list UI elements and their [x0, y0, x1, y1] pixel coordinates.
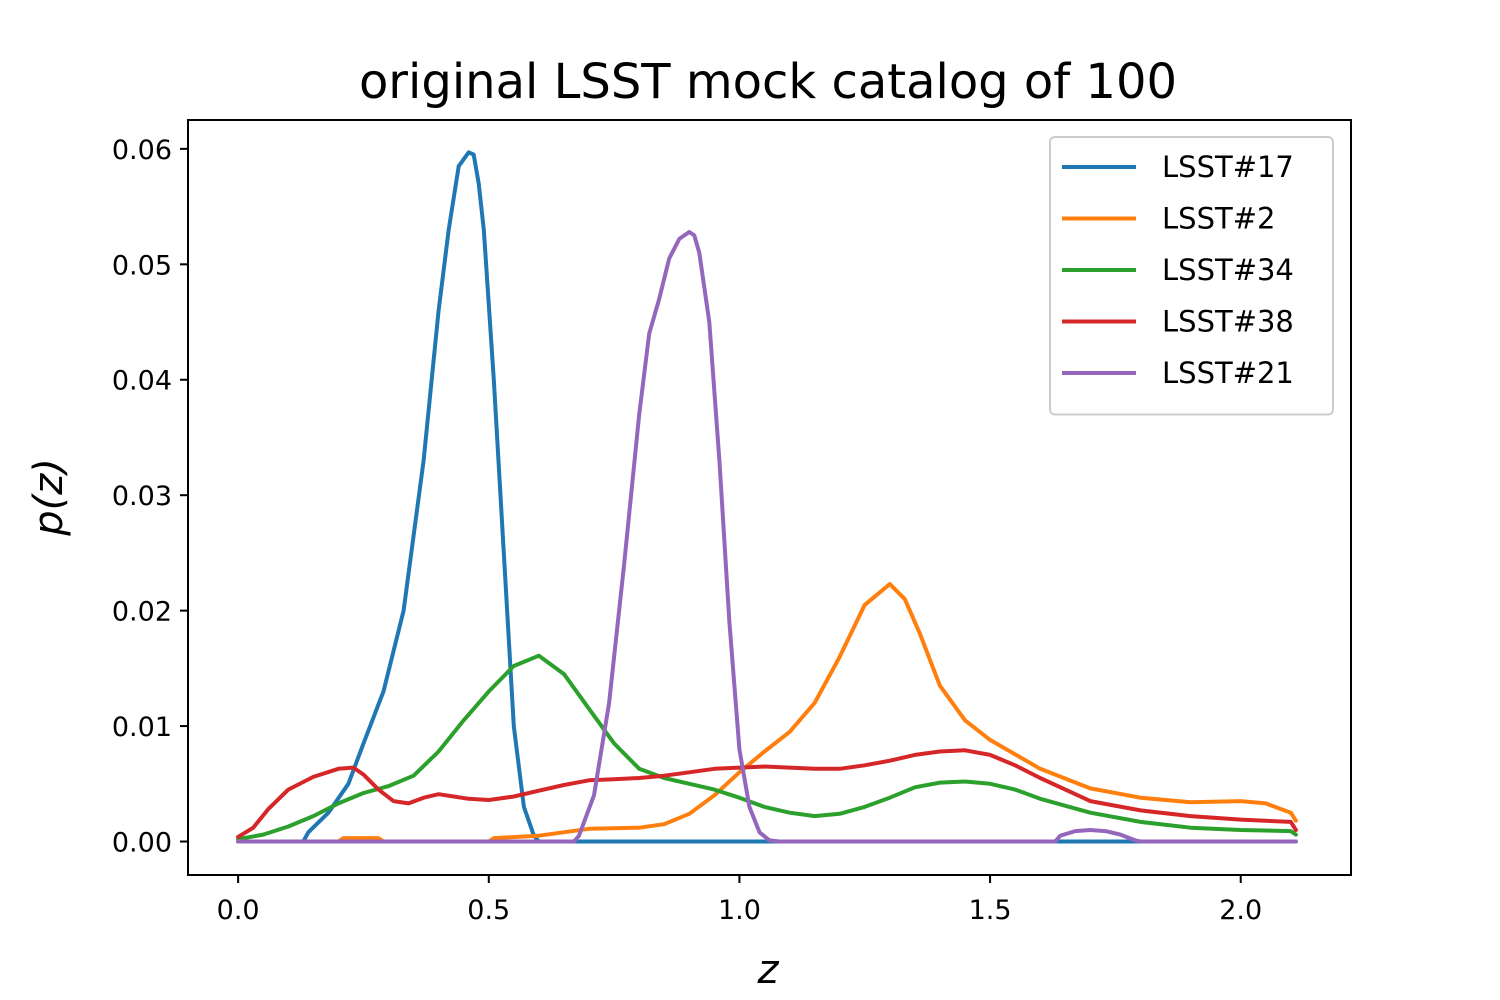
- plot-frame: [187, 119, 1352, 876]
- x-tick-label: 0.0: [217, 895, 260, 926]
- legend-label: LSST#34: [1162, 253, 1294, 287]
- legend: LSST#17 LSST#2 LSST#34 LSST#38 LSST#21: [1049, 136, 1334, 416]
- y-tick-label: 0.06: [112, 135, 172, 166]
- legend-label: LSST#38: [1162, 305, 1294, 339]
- x-axis-ticks: 0.0 0.5 1.0 1.5 2.0: [217, 875, 1262, 926]
- series-line-1: [236, 150, 1298, 844]
- legend-box: [1049, 136, 1334, 416]
- series-line-5: [236, 230, 1298, 844]
- y-tick-label: 0.03: [112, 481, 172, 512]
- legend-label: LSST#21: [1162, 356, 1294, 390]
- y-tick-label: 0.01: [112, 712, 172, 743]
- x-axis-label: z: [757, 947, 780, 993]
- x-tick-label: 1.5: [969, 895, 1012, 926]
- y-axis-ticks: 0.00 0.01 0.02 0.03 0.04 0.05 0.06: [112, 135, 188, 859]
- series-group: [236, 150, 1298, 844]
- y-axis-label: p(z): [26, 458, 72, 537]
- y-tick-label: 0.04: [112, 366, 172, 397]
- x-tick-label: 1.0: [718, 895, 761, 926]
- series-line-4: [236, 748, 1298, 839]
- y-tick-label: 0.02: [112, 597, 172, 628]
- legend-label: LSST#2: [1162, 202, 1275, 236]
- series-line-3: [236, 653, 1298, 842]
- x-tick-label: 2.0: [1219, 895, 1262, 926]
- y-tick-label: 0.05: [112, 250, 172, 281]
- chart-title: original LSST mock catalog of 100: [359, 54, 1177, 110]
- x-tick-label: 0.5: [467, 895, 510, 926]
- legend-label: LSST#17: [1162, 150, 1294, 184]
- y-tick-label: 0.00: [112, 828, 172, 859]
- plot-area: [187, 119, 1352, 876]
